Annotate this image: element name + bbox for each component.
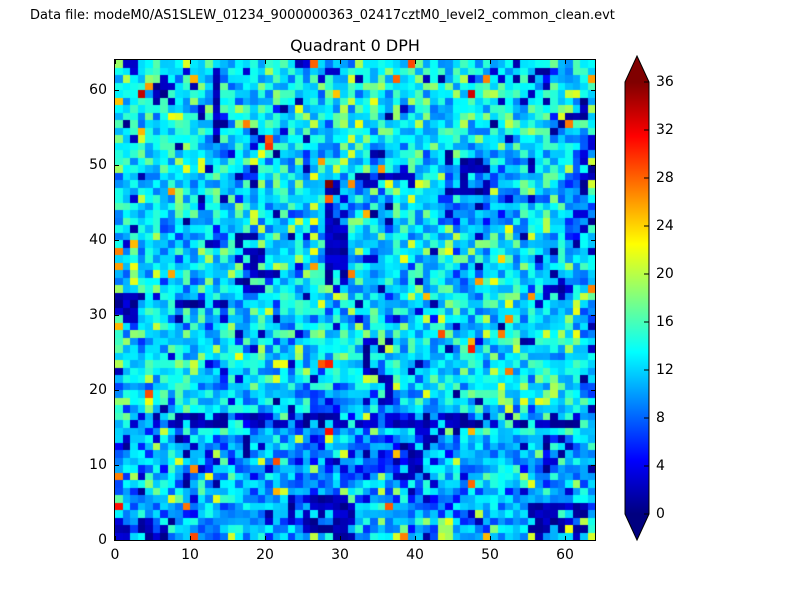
y-tick-label: 20 [89, 382, 107, 398]
y-tick-mark [115, 314, 119, 316]
colorbar-tick-label: 16 [656, 314, 674, 330]
y-tick-mark [115, 89, 119, 91]
x-tick-mark [115, 536, 116, 540]
x-tick-mark-top [414, 60, 416, 64]
colorbar-tick-label: 20 [656, 266, 674, 282]
x-tick-label: 0 [110, 547, 120, 563]
y-tick-mark [115, 239, 119, 241]
colorbar-tick-label: 32 [656, 122, 674, 138]
colorbar-ticks [644, 81, 649, 515]
x-tick-mark-top [489, 60, 491, 64]
x-tick-mark [264, 536, 266, 540]
x-tick-mark-top [115, 60, 116, 64]
x-tick-mark [414, 536, 416, 540]
y-tick-mark-right [591, 464, 595, 466]
plot-title: Quadrant 0 DPH [290, 36, 420, 55]
x-tick-label: 50 [481, 547, 499, 563]
colorbar-tick-label: 8 [656, 410, 665, 426]
y-tick-mark [115, 539, 119, 541]
colorbar-tick-label: 12 [656, 362, 674, 378]
y-tick-label: 0 [98, 532, 107, 548]
x-tick-mark [564, 536, 566, 540]
x-tick-mark-top [564, 60, 566, 64]
colorbar [624, 55, 650, 542]
colorbar-tick-label: 36 [656, 74, 674, 90]
y-tick-mark-right [591, 239, 595, 241]
y-tick-label: 50 [89, 157, 107, 173]
colorbar-tick-label: 28 [656, 170, 674, 186]
x-tick-label: 10 [181, 547, 199, 563]
y-tick-label: 10 [89, 457, 107, 473]
heatmap-canvas [115, 60, 595, 540]
x-tick-mark [189, 536, 191, 540]
colorbar-tick-label: 0 [656, 506, 665, 522]
x-tick-label: 40 [406, 547, 424, 563]
y-tick-mark [115, 464, 119, 466]
x-tick-mark-top [189, 60, 191, 64]
y-tick-mark-right [591, 89, 595, 91]
y-tick-label: 30 [89, 307, 107, 323]
x-tick-label: 30 [331, 547, 349, 563]
x-tick-mark-top [339, 60, 341, 64]
y-tick-label: 60 [89, 82, 107, 98]
data-file-label: Data file: modeM0/AS1SLEW_01234_90000003… [30, 8, 615, 23]
y-tick-mark-right [591, 389, 595, 391]
x-tick-label: 60 [556, 547, 574, 563]
y-tick-mark [115, 389, 119, 391]
x-tick-label: 20 [256, 547, 274, 563]
y-tick-mark [115, 164, 119, 166]
colorbar-gradient-bar [624, 55, 650, 542]
x-tick-mark [339, 536, 341, 540]
y-tick-label: 40 [89, 232, 107, 248]
plot-area [114, 59, 596, 541]
x-tick-mark-top [264, 60, 266, 64]
y-tick-mark-right [591, 314, 595, 316]
y-tick-mark-right [591, 164, 595, 166]
y-tick-mark-right [591, 539, 595, 541]
x-tick-mark [489, 536, 491, 540]
colorbar-tick-label: 24 [656, 218, 674, 234]
colorbar-tick-label: 4 [656, 458, 665, 474]
